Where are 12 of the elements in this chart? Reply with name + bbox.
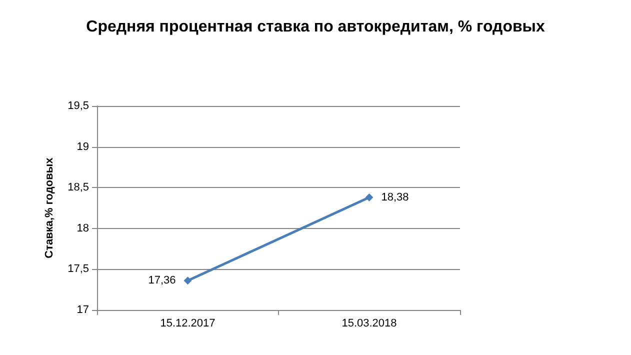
y-axis-title: Ставка,% годовых [44, 156, 56, 258]
chart-title: Средняя процентная ставка по автокредитам, % годовых [86, 18, 545, 36]
y-tick-label: 18 [76, 222, 89, 234]
y-tick-label: 17,5 [68, 263, 89, 276]
x-tick-label: 15.12.2017 [160, 318, 216, 330]
y-tick-label: 19,5 [68, 100, 89, 112]
y-tick-label: 18,5 [68, 182, 89, 194]
y-tick-label: 17 [76, 304, 89, 316]
data-label: 17,36 [148, 274, 176, 287]
x-tick-label: 15.03.2018 [342, 318, 397, 330]
y-tick-label: 19 [76, 140, 89, 153]
data-label: 18,38 [381, 191, 409, 204]
